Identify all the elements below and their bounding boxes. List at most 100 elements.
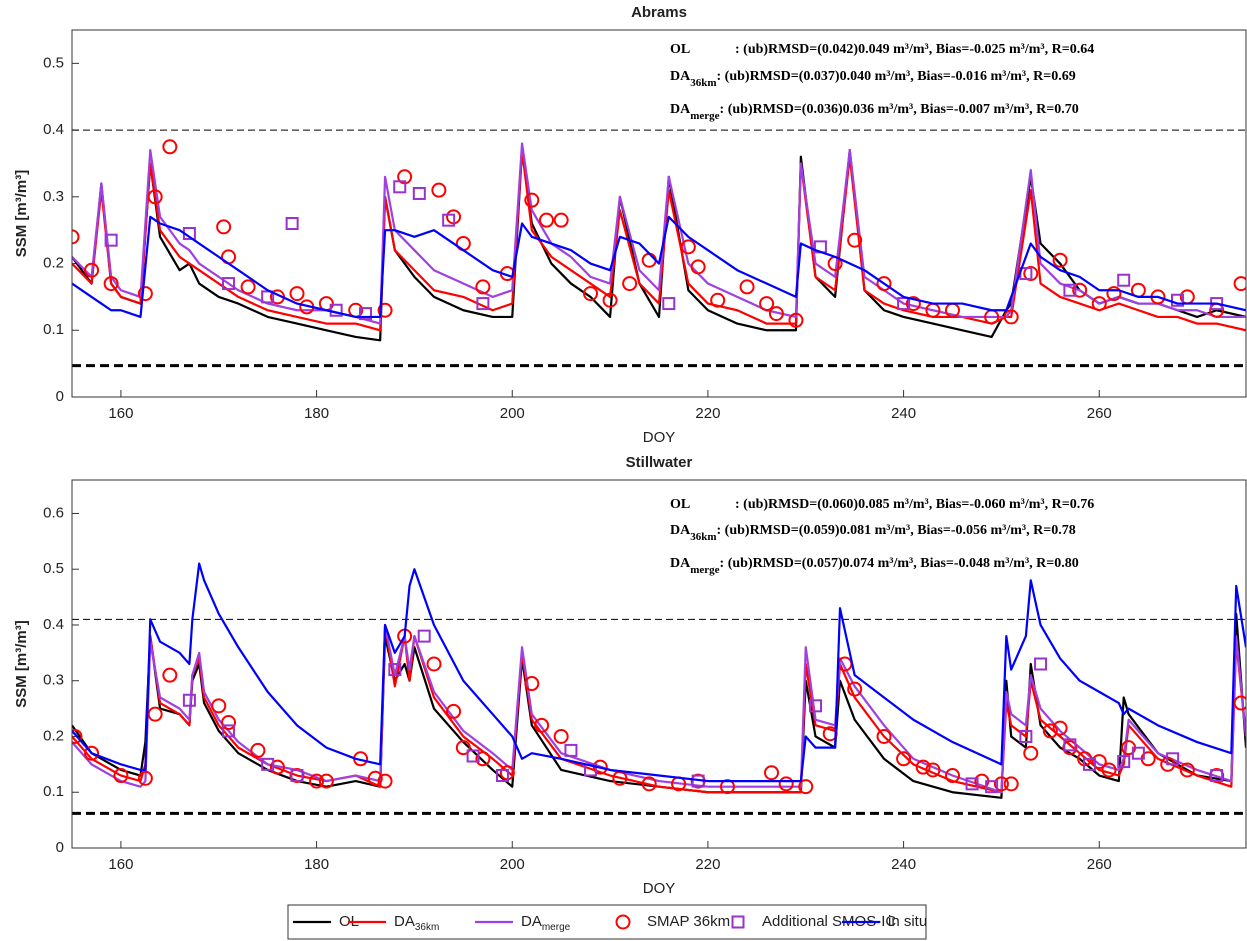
smos-point: [442, 213, 456, 227]
smap-point: [84, 262, 100, 278]
annotation-label-sub: 36km: [690, 77, 716, 89]
y-tick-label: 0.6: [43, 504, 64, 521]
smos-point: [393, 180, 407, 194]
stats-annotation: OL: (ub)RMSD=(0.042)0.049 m³/m³, Bias=-0…: [670, 42, 1094, 57]
smap-point: [269, 759, 285, 775]
annotation-text: : (ub)RMSD=(0.042)0.049 m³/m³, Bias=-0.0…: [735, 42, 1094, 57]
plot-area: [72, 562, 1246, 799]
smap-point: [1052, 720, 1068, 736]
smos-point: [985, 780, 999, 794]
smap-point: [622, 276, 638, 292]
smos-point: [495, 769, 509, 783]
legend-box: [287, 904, 927, 940]
smos-point: [1034, 657, 1048, 671]
smap-point: [431, 182, 447, 198]
smap-point: [221, 715, 237, 731]
smap-point: [1233, 695, 1246, 711]
smos-point: [1117, 273, 1131, 287]
smap-point: [318, 773, 334, 789]
smap-point: [113, 768, 129, 784]
smap-point: [534, 717, 550, 733]
smap-point: [289, 286, 305, 302]
smap-point: [72, 728, 83, 744]
smap-point: [147, 189, 163, 205]
x-tick-label: 220: [695, 856, 720, 873]
stats-annotation: DA36km: (ub)RMSD=(0.059)0.081 m³/m³, Bia…: [670, 523, 1076, 542]
smos-point: [1210, 769, 1224, 783]
series-line: [72, 562, 1246, 783]
smap-point: [876, 276, 892, 292]
smos-point: [1019, 729, 1033, 743]
smap-point: [764, 765, 780, 781]
smap-point: [641, 776, 657, 792]
x-tick-label: 260: [1087, 405, 1112, 422]
series-line: [72, 612, 1246, 799]
smap-point: [798, 779, 814, 795]
smap-point: [250, 742, 266, 758]
smos-point: [261, 757, 275, 771]
legend-name: in situ: [888, 913, 927, 930]
annotation-label: DA: [670, 102, 691, 117]
smap-point: [641, 252, 657, 268]
y-tick-label: 0.2: [43, 255, 64, 272]
x-axis-label: DOY: [643, 880, 676, 897]
series-line: [72, 623, 1246, 794]
x-tick-label: 180: [304, 856, 329, 873]
smos-point: [1171, 293, 1185, 307]
annotation-label: DA: [670, 69, 691, 84]
smap-point: [84, 745, 100, 761]
smap-point: [847, 681, 863, 697]
legend-name: DA: [521, 913, 542, 930]
series-line: [72, 149, 1246, 332]
y-tick-label: 0.1: [43, 783, 64, 800]
y-tick-label: 0.4: [43, 121, 64, 138]
smos-point: [290, 769, 304, 783]
annotation-label-sub: merge: [690, 110, 719, 122]
x-axis-label: DOY: [643, 429, 676, 446]
legend-label: SMAP 36km: [647, 913, 730, 930]
smap-point: [426, 656, 442, 672]
annotation-text: : (ub)RMSD=(0.057)0.074 m³/m³, Bias=-0.0…: [720, 556, 1079, 571]
smos-point: [809, 699, 823, 713]
y-tick-label: 0.2: [43, 727, 64, 744]
smap-point: [137, 286, 153, 302]
smos-point: [359, 307, 372, 321]
series-line: [72, 142, 1246, 325]
smap-point: [1072, 282, 1088, 298]
smos-point: [412, 186, 426, 200]
annotation-label: OL: [670, 497, 690, 512]
smap-point: [896, 751, 912, 767]
x-tick-label: 240: [891, 856, 916, 873]
smap-point: [1023, 745, 1039, 761]
smos-point: [662, 297, 676, 311]
smap-point: [309, 773, 325, 789]
smap-point: [147, 706, 163, 722]
smap-point: [240, 279, 256, 295]
x-tick-label: 240: [891, 405, 916, 422]
smos-point: [564, 743, 578, 757]
smos-point: [1082, 757, 1096, 771]
smap-point: [1106, 286, 1122, 302]
smap-point: [1042, 723, 1058, 739]
smap-point: [377, 302, 393, 318]
y-tick-label: 0.3: [43, 672, 64, 689]
smap-point: [778, 776, 794, 792]
legend-name-sub: 36km: [415, 922, 439, 933]
smap-point: [524, 676, 540, 692]
y-tick-label: 0.5: [43, 54, 64, 71]
smap-point: [377, 773, 393, 789]
smap-point: [103, 276, 119, 292]
y-axis-label: SSM [m³/m³]: [13, 170, 30, 258]
y-tick-label: 0.3: [43, 188, 64, 205]
stats-annotation: DA36km: (ub)RMSD=(0.037)0.040 m³/m³, Bia…: [670, 69, 1076, 88]
smap-point: [822, 726, 838, 742]
y-axis-label: SSM [m³/m³]: [13, 620, 30, 708]
smap-point: [1179, 762, 1195, 778]
y-tick-label: 0.5: [43, 560, 64, 577]
y-tick-label: 0.1: [43, 321, 64, 338]
series-line: [72, 215, 1246, 319]
smos-point: [476, 297, 490, 311]
smap-point: [739, 279, 755, 295]
stats-annotation: OL: (ub)RMSD=(0.060)0.085 m³/m³, Bias=-0…: [670, 497, 1094, 512]
